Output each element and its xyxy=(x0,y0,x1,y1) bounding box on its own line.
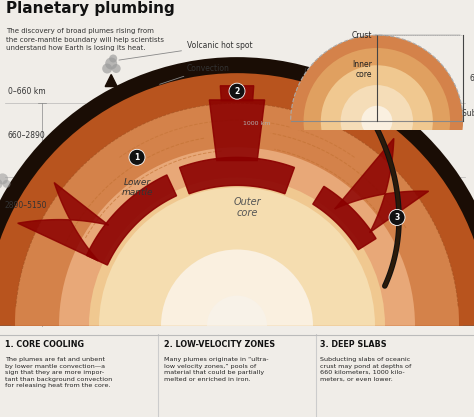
Text: Planetary plumbing: Planetary plumbing xyxy=(6,1,174,16)
Text: Volcanic hot spot: Volcanic hot spot xyxy=(119,40,253,60)
Circle shape xyxy=(303,48,450,195)
Wedge shape xyxy=(161,249,313,326)
Circle shape xyxy=(341,85,413,158)
Circle shape xyxy=(229,83,245,99)
Circle shape xyxy=(129,149,145,165)
Polygon shape xyxy=(18,183,109,261)
Text: 6370 km: 6370 km xyxy=(470,74,474,83)
Wedge shape xyxy=(0,73,474,326)
Polygon shape xyxy=(210,100,264,161)
Text: 660–2890: 660–2890 xyxy=(8,131,46,140)
Circle shape xyxy=(0,173,8,184)
Polygon shape xyxy=(335,138,428,233)
Text: Convection: Convection xyxy=(160,64,230,84)
Circle shape xyxy=(291,35,463,208)
Text: 1000 km: 1000 km xyxy=(243,121,271,126)
Circle shape xyxy=(361,106,392,137)
Text: 2890–5150: 2890–5150 xyxy=(5,201,47,210)
Text: 3: 3 xyxy=(394,213,400,222)
Text: 2: 2 xyxy=(234,87,240,95)
Circle shape xyxy=(2,180,10,188)
Wedge shape xyxy=(59,147,415,326)
Text: 1. CORE COOLING: 1. CORE COOLING xyxy=(5,340,84,349)
Circle shape xyxy=(361,66,373,78)
Circle shape xyxy=(0,179,2,189)
Wedge shape xyxy=(99,187,375,326)
Circle shape xyxy=(321,65,433,177)
Text: 0–660 km: 0–660 km xyxy=(8,87,46,95)
Polygon shape xyxy=(87,175,177,265)
Circle shape xyxy=(357,71,367,81)
Circle shape xyxy=(109,55,117,63)
Text: Upper
mantle: Upper mantle xyxy=(301,68,333,88)
Text: Lower
mantle: Lower mantle xyxy=(121,178,153,197)
Circle shape xyxy=(112,64,121,73)
Circle shape xyxy=(367,73,375,81)
Wedge shape xyxy=(207,296,267,326)
Wedge shape xyxy=(89,177,385,326)
Text: Crust: Crust xyxy=(352,30,373,40)
Text: 3. DEEP SLABS: 3. DEEP SLABS xyxy=(320,340,387,349)
Text: 2. LOW-VELOCITY ZONES: 2. LOW-VELOCITY ZONES xyxy=(164,340,274,349)
Wedge shape xyxy=(0,57,474,326)
Text: The discovery of broad plumes rising from
the core-mantle boundary will help sci: The discovery of broad plumes rising fro… xyxy=(6,28,164,51)
Circle shape xyxy=(102,63,112,73)
Polygon shape xyxy=(180,157,294,194)
Polygon shape xyxy=(220,86,254,101)
Circle shape xyxy=(105,58,117,70)
Text: Subducting slabs of oceanic
crust may pond at depths of
660 kilometers, 1000 kil: Subducting slabs of oceanic crust may po… xyxy=(320,357,411,382)
Text: Outer
core: Outer core xyxy=(233,197,261,218)
Circle shape xyxy=(389,209,405,226)
Wedge shape xyxy=(15,103,459,326)
Text: Inner
core: Inner core xyxy=(353,60,373,79)
Wedge shape xyxy=(11,99,463,326)
Text: The plumes are fat and unbent
by lower mantle convection—a
sign that they are mo: The plumes are fat and unbent by lower m… xyxy=(5,357,112,388)
Text: 1: 1 xyxy=(134,153,140,162)
Text: Subducting slab: Subducting slab xyxy=(462,109,474,118)
Wedge shape xyxy=(15,103,459,326)
Text: Many plumes originate in “ultra-
low velocity zones,” pools of
material that cou: Many plumes originate in “ultra- low vel… xyxy=(164,357,268,382)
Polygon shape xyxy=(313,186,376,250)
Polygon shape xyxy=(105,75,117,87)
